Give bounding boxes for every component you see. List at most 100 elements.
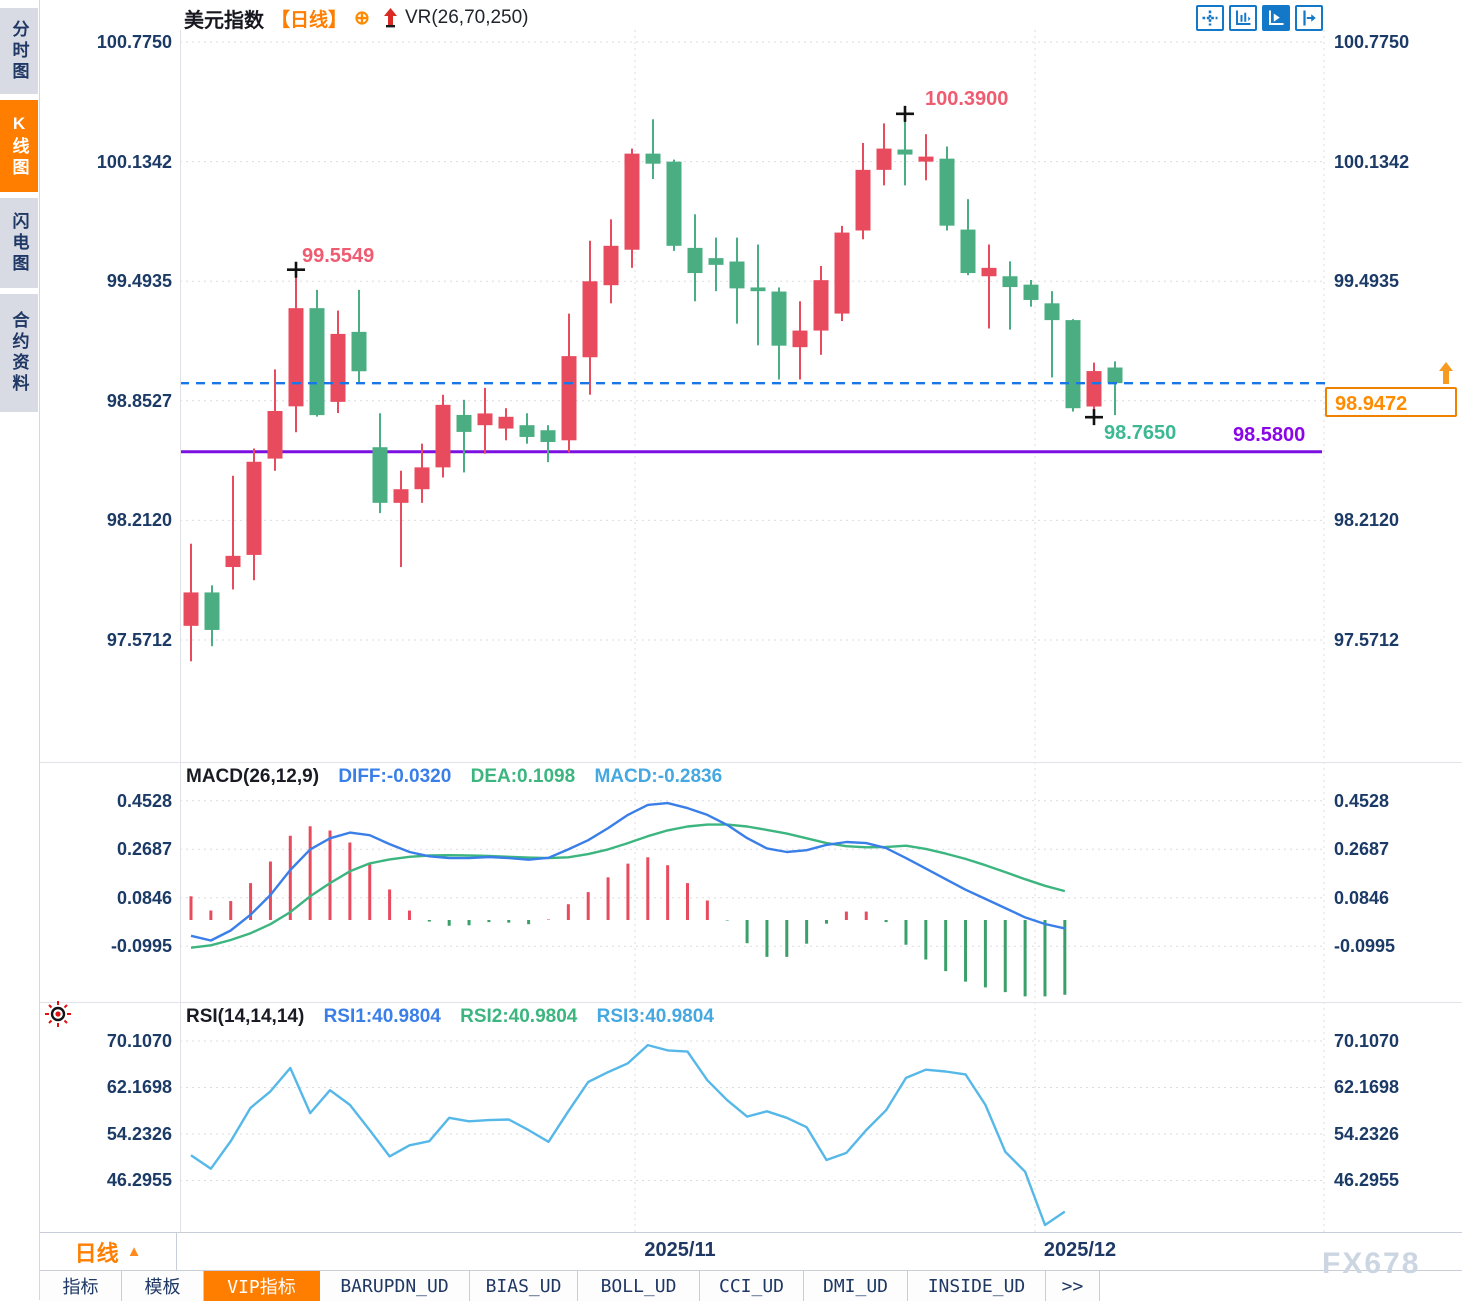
- sidebar-item-2[interactable]: K线图: [0, 100, 38, 192]
- candle-body: [288, 308, 304, 407]
- period-tag[interactable]: 【日线】: [271, 9, 348, 31]
- candle-body: [225, 555, 241, 568]
- tab-指标[interactable]: 指标: [40, 1271, 122, 1301]
- symbol-name: 美元指数: [184, 9, 264, 32]
- candle-body: [561, 356, 577, 441]
- axis-scale-icon[interactable]: [1229, 5, 1257, 31]
- indicator-settings-target-icon[interactable]: [44, 1000, 72, 1028]
- candle-body: [498, 416, 514, 429]
- candle-body: [939, 158, 955, 226]
- candle-body: [330, 333, 346, 402]
- up-arrow-icon: [383, 8, 398, 28]
- macd-pane[interactable]: [180, 762, 1325, 1002]
- tab-barupdn-ud[interactable]: BARUPDN_UD: [320, 1271, 470, 1301]
- price-axis-label-right: 100.7750: [1334, 32, 1410, 52]
- tab--[interactable]: >>: [1046, 1271, 1100, 1301]
- candle-body: [540, 430, 556, 442]
- candle-body: [687, 247, 703, 274]
- tab-dmi-ud[interactable]: DMI_UD: [804, 1271, 908, 1301]
- candle-body: [414, 467, 430, 490]
- tab-bias-ud[interactable]: BIAS_UD: [470, 1271, 578, 1301]
- swing-high-2-label: 100.3900: [925, 88, 1009, 110]
- sidebar-item-1[interactable]: 分时图: [0, 8, 38, 94]
- macd-diff-value: DIFF:-0.0320: [338, 766, 452, 787]
- indicator-tab-bar: 指标 模板 VIP指标 BARUPDN_UD BIAS_UD BOLL_UD CCI_UD D…: [40, 1270, 1462, 1301]
- tab-boll-ud[interactable]: BOLL_UD: [578, 1271, 700, 1301]
- price-axis-label-left: 100.7750: [96, 32, 172, 52]
- candle-body: [456, 414, 472, 432]
- axis-play-icon[interactable]: [1262, 5, 1290, 31]
- time-axis-label: 2025/11: [644, 1239, 716, 1261]
- candle-body: [1044, 303, 1060, 321]
- candle-body: [792, 330, 808, 348]
- price-axis-label-left: 97.5712: [106, 629, 172, 650]
- price-axis-label-right: 99.4935: [1334, 271, 1400, 292]
- rsi3-value: RSI3:40.9804: [596, 1006, 714, 1027]
- left-sidebar: 分时图 K线图闪电图合约资料: [0, 0, 40, 1300]
- price-axis-label-left: 98.2120: [106, 510, 172, 531]
- candle-body: [666, 161, 682, 246]
- candle-body: [1002, 276, 1018, 288]
- period-arrow-icon: ▲: [126, 1243, 142, 1260]
- candle-body: [1023, 284, 1039, 300]
- candle-body: [645, 153, 661, 164]
- swing-low-label: 98.7650: [1104, 422, 1177, 444]
- macd-name[interactable]: MACD(26,12,9): [186, 766, 320, 787]
- timeline-row: [40, 1232, 1462, 1271]
- price-axis-label-right: 98.2120: [1334, 510, 1400, 531]
- candle-body: [918, 156, 934, 162]
- period-selector-button[interactable]: 日线 ▲: [40, 1233, 177, 1270]
- price-axis-label-right: 0.0846: [1334, 887, 1390, 908]
- rsi-name[interactable]: RSI(14,14,14): [186, 1006, 305, 1027]
- tab-inside-ud[interactable]: INSIDE_UD: [908, 1271, 1046, 1301]
- price-up-arrow-icon: [1438, 362, 1454, 386]
- rsi-pane[interactable]: [180, 1002, 1325, 1232]
- rsi-pane-separator: [40, 1002, 1462, 1003]
- pan-right-icon[interactable]: [1295, 5, 1323, 31]
- tab-模板[interactable]: 模板: [122, 1271, 204, 1301]
- candle-body: [582, 281, 598, 358]
- candle-body: [372, 447, 388, 503]
- candle-body: [1065, 320, 1081, 409]
- price-axis-label-left: 0.0846: [116, 887, 172, 908]
- tab-vip指标[interactable]: VIP指标: [204, 1271, 320, 1301]
- tab-cci-ud[interactable]: CCI_UD: [700, 1271, 804, 1301]
- candle-body: [603, 245, 619, 286]
- price-axis-label-right: 0.4528: [1334, 790, 1390, 811]
- candle-body: [477, 413, 493, 426]
- current-price-box[interactable]: 98.9472: [1325, 387, 1457, 417]
- sidebar-item-4[interactable]: 合约资料: [0, 294, 38, 412]
- time-axis-label: 2025/12: [1043, 1239, 1117, 1261]
- circled-plus-icon[interactable]: ⊕: [354, 7, 370, 29]
- overlay-indicator-label[interactable]: VR(26,70,250): [404, 7, 529, 28]
- rsi-header: RSI(14,14,14) RSI1:40.9804 RSI2:40.9804 …: [186, 1006, 714, 1028]
- price-axis-label-right: -0.0995: [1334, 936, 1396, 957]
- move-crosshair-icon[interactable]: [1196, 5, 1224, 31]
- dea-line: [190, 823, 1066, 949]
- price-axis-label-left: 100.1342: [96, 151, 172, 172]
- candle-body: [834, 232, 850, 314]
- candle-body: [981, 267, 997, 277]
- candle-body: [204, 592, 220, 630]
- chart-toolbar: [1196, 5, 1323, 31]
- price-axis-label-left: 46.2955: [106, 1170, 172, 1191]
- candle-body: [750, 287, 766, 292]
- candle-body: [519, 425, 535, 437]
- macd-macd-value: MACD:-0.2836: [594, 766, 723, 787]
- candle-body: [246, 461, 262, 555]
- price-axis-label-right: 0.2687: [1334, 839, 1390, 860]
- candle-body: [813, 280, 829, 331]
- candle-body: [183, 592, 199, 626]
- candle-body: [1086, 371, 1102, 407]
- candle-body: [393, 489, 409, 503]
- rsi-line: [190, 1043, 1066, 1227]
- candle-body: [876, 148, 892, 170]
- price-axis-label-right: 100.1342: [1334, 151, 1410, 172]
- sidebar-item-3[interactable]: 闪电图: [0, 198, 38, 288]
- candle-body: [729, 261, 745, 289]
- candle-body: [351, 331, 367, 372]
- candle-body: [309, 308, 325, 416]
- candlestick-pane[interactable]: [180, 30, 1325, 762]
- candle-body: [771, 291, 787, 346]
